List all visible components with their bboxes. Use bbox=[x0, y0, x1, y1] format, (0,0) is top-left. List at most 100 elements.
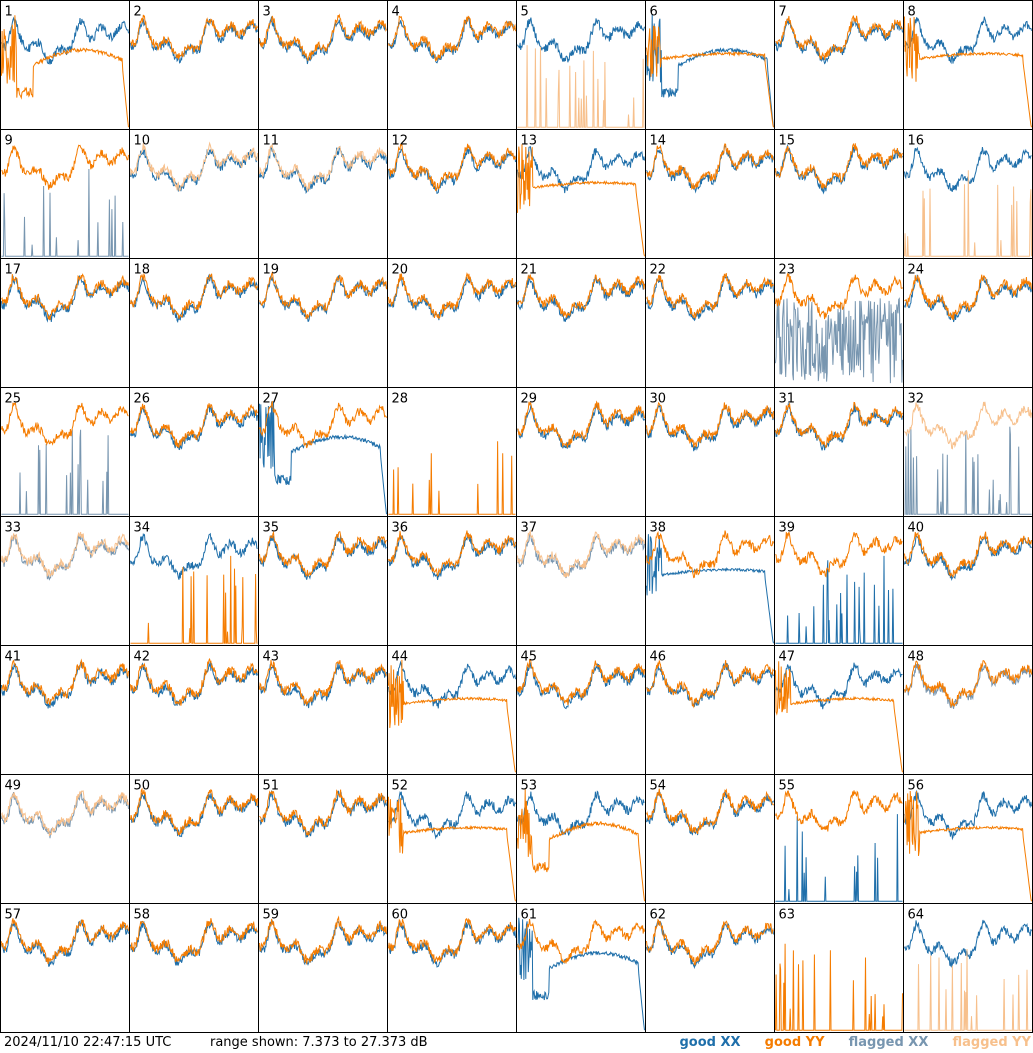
range-text: range shown: 7.373 to 27.373 dB bbox=[210, 1035, 428, 1050]
panel-label: 57 bbox=[5, 908, 22, 923]
panel-label: 30 bbox=[650, 392, 667, 407]
panel-frame bbox=[774, 0, 904, 130]
series-yy-23 bbox=[775, 273, 903, 320]
panel-5: 5 bbox=[516, 0, 646, 130]
series-yy-1 bbox=[1, 15, 129, 128]
panel-label: 31 bbox=[779, 392, 796, 407]
series-yy-16 bbox=[904, 170, 1032, 257]
panel-4: 4 bbox=[387, 0, 517, 130]
panel-frame bbox=[0, 903, 130, 1033]
series-yy-17 bbox=[1, 273, 129, 321]
panel-frame bbox=[129, 645, 259, 775]
series-yy-57 bbox=[1, 918, 129, 965]
panel-frame bbox=[645, 129, 775, 259]
panel-label: 2 bbox=[134, 5, 142, 20]
panel-label: 58 bbox=[134, 908, 151, 923]
panel-11: 11 bbox=[258, 129, 388, 259]
panel-41: 41 bbox=[0, 645, 130, 775]
panel-label: 27 bbox=[263, 392, 280, 407]
panel-label: 45 bbox=[521, 650, 538, 665]
series-yy-58 bbox=[130, 918, 258, 963]
series-xx-13 bbox=[517, 145, 645, 194]
panel-label: 46 bbox=[650, 650, 667, 665]
series-yy-18 bbox=[130, 272, 258, 319]
series-yy-31 bbox=[775, 401, 903, 449]
panel-frame bbox=[0, 516, 130, 646]
panel-frame bbox=[645, 0, 775, 130]
panel-37: 37 bbox=[516, 516, 646, 646]
series-xx-56 bbox=[904, 789, 1032, 841]
series-xx-5 bbox=[517, 17, 645, 63]
series-xx-36 bbox=[388, 532, 516, 580]
series-yy-62 bbox=[646, 918, 774, 966]
panel-46: 46 bbox=[645, 645, 775, 775]
panel-63: 63 bbox=[774, 903, 904, 1033]
panel-label: 12 bbox=[392, 134, 409, 149]
panel-17: 17 bbox=[0, 258, 130, 388]
series-xx-32 bbox=[904, 426, 1032, 515]
panel-label: 36 bbox=[392, 521, 409, 536]
panel-frame bbox=[903, 774, 1033, 904]
panel-43: 43 bbox=[258, 645, 388, 775]
panel-14: 14 bbox=[645, 129, 775, 259]
panel-frame bbox=[258, 258, 388, 388]
panel-frame bbox=[516, 645, 646, 775]
panel-38: 38 bbox=[645, 516, 775, 646]
panel-30: 30 bbox=[645, 387, 775, 517]
panel-label: 26 bbox=[134, 392, 151, 407]
panel-24: 24 bbox=[903, 258, 1033, 388]
panel-frame bbox=[129, 129, 259, 259]
panel-40: 40 bbox=[903, 516, 1033, 646]
series-xx-6 bbox=[646, 14, 774, 128]
panel-frame bbox=[516, 903, 646, 1033]
panel-label: 35 bbox=[263, 521, 280, 536]
panel-label: 32 bbox=[908, 392, 925, 407]
panel-frame bbox=[387, 645, 517, 775]
series-yy-2 bbox=[130, 14, 258, 60]
series-yy-52 bbox=[388, 796, 516, 902]
series-yy-34 bbox=[130, 555, 258, 644]
panel-52: 52 bbox=[387, 774, 517, 904]
panel-6: 6 bbox=[645, 0, 775, 130]
panel-label: 14 bbox=[650, 134, 667, 149]
legend-good-yy: good YY bbox=[764, 1035, 825, 1050]
panel-10: 10 bbox=[129, 129, 259, 259]
panel-label: 22 bbox=[650, 263, 667, 278]
panel-18: 18 bbox=[129, 258, 259, 388]
panel-frame bbox=[774, 645, 904, 775]
panel-frame bbox=[0, 774, 130, 904]
panel-label: 24 bbox=[908, 263, 925, 278]
panel-label: 59 bbox=[263, 908, 280, 923]
panel-12: 12 bbox=[387, 129, 517, 259]
panel-15: 15 bbox=[774, 129, 904, 259]
legend-flagged-xx: flagged XX bbox=[848, 1035, 929, 1050]
panel-label: 50 bbox=[134, 779, 151, 794]
panel-frame bbox=[129, 774, 259, 904]
series-xx-31 bbox=[775, 402, 903, 451]
panel-59: 59 bbox=[258, 903, 388, 1033]
panel-label: 1 bbox=[5, 5, 13, 20]
panel-label: 41 bbox=[5, 650, 22, 665]
panel-45: 45 bbox=[516, 645, 646, 775]
panel-label: 15 bbox=[779, 134, 796, 149]
panel-35: 35 bbox=[258, 516, 388, 646]
panel-31: 31 bbox=[774, 387, 904, 517]
series-yy-32 bbox=[904, 401, 1032, 450]
panel-label: 33 bbox=[5, 521, 22, 536]
series-yy-35 bbox=[259, 530, 387, 578]
series-yy-7 bbox=[775, 15, 903, 60]
panel-frame bbox=[516, 516, 646, 646]
panel-frame bbox=[903, 387, 1033, 517]
panel-23: 23 bbox=[774, 258, 904, 388]
series-xx-1 bbox=[1, 16, 129, 65]
panel-36: 36 bbox=[387, 516, 517, 646]
timestamp: 2024/11/10 22:47:15 UTC bbox=[4, 1035, 172, 1050]
panel-frame bbox=[516, 129, 646, 259]
series-yy-39 bbox=[775, 531, 903, 578]
series-yy-3 bbox=[259, 13, 387, 61]
panel-54: 54 bbox=[645, 774, 775, 904]
panel-1: 1 bbox=[0, 0, 130, 130]
series-xx-47 bbox=[775, 662, 903, 710]
panel-frame bbox=[387, 387, 517, 517]
panel-frame bbox=[387, 516, 517, 646]
